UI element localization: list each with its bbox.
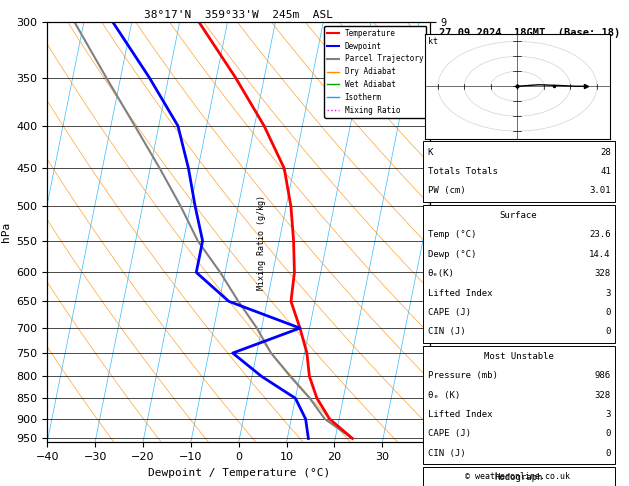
- Text: 3.01: 3.01: [589, 187, 611, 195]
- Text: kt: kt: [428, 37, 438, 46]
- Text: CAPE (J): CAPE (J): [428, 308, 470, 317]
- Text: Mixing Ratio (g/kg): Mixing Ratio (g/kg): [257, 195, 265, 291]
- Text: Hodograph: Hodograph: [494, 473, 543, 482]
- Y-axis label: km
ASL: km ASL: [461, 225, 481, 240]
- Text: © weatheronline.co.uk: © weatheronline.co.uk: [465, 472, 569, 481]
- Text: 986: 986: [594, 371, 611, 380]
- Text: 328: 328: [594, 269, 611, 278]
- Text: 23.6: 23.6: [589, 230, 611, 239]
- X-axis label: Dewpoint / Temperature (°C): Dewpoint / Temperature (°C): [148, 468, 330, 478]
- Text: 3: 3: [605, 410, 611, 419]
- Text: 0: 0: [605, 449, 611, 458]
- Text: 41: 41: [600, 167, 611, 176]
- Y-axis label: hPa: hPa: [1, 222, 11, 242]
- Text: Most Unstable: Most Unstable: [484, 352, 554, 361]
- Text: Totals Totals: Totals Totals: [428, 167, 498, 176]
- Text: CAPE (J): CAPE (J): [428, 430, 470, 438]
- Text: θₑ(K): θₑ(K): [428, 269, 455, 278]
- Text: K: K: [428, 148, 433, 156]
- Text: Lifted Index: Lifted Index: [428, 410, 493, 419]
- Text: Lifted Index: Lifted Index: [428, 289, 493, 297]
- Text: θₑ (K): θₑ (K): [428, 391, 460, 399]
- Title: 38°17'N  359°33'W  245m  ASL: 38°17'N 359°33'W 245m ASL: [144, 10, 333, 20]
- Text: 28: 28: [600, 148, 611, 156]
- Text: CIN (J): CIN (J): [428, 449, 465, 458]
- Text: CIN (J): CIN (J): [428, 328, 465, 336]
- Text: Surface: Surface: [500, 211, 537, 220]
- Text: 0: 0: [605, 430, 611, 438]
- Text: 328: 328: [594, 391, 611, 399]
- Text: 14.4: 14.4: [589, 250, 611, 259]
- Text: Dewp (°C): Dewp (°C): [428, 250, 476, 259]
- Text: 0: 0: [605, 308, 611, 317]
- Text: 27.09.2024  18GMT  (Base: 18): 27.09.2024 18GMT (Base: 18): [438, 28, 620, 38]
- Text: Temp (°C): Temp (°C): [428, 230, 476, 239]
- Text: 3: 3: [605, 289, 611, 297]
- Text: 0: 0: [605, 328, 611, 336]
- Legend: Temperature, Dewpoint, Parcel Trajectory, Dry Adiabat, Wet Adiabat, Isotherm, Mi: Temperature, Dewpoint, Parcel Trajectory…: [324, 26, 426, 118]
- Text: Pressure (mb): Pressure (mb): [428, 371, 498, 380]
- Text: PW (cm): PW (cm): [428, 187, 465, 195]
